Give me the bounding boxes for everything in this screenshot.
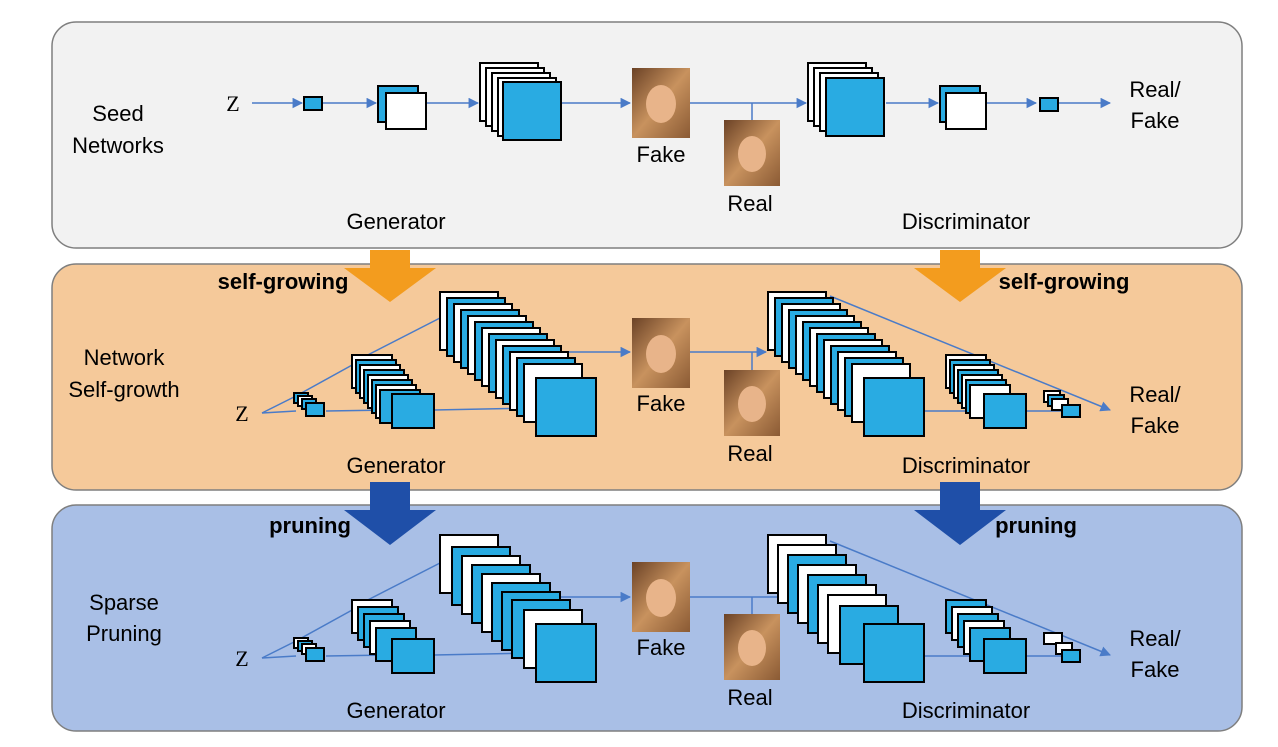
z-input-label: Z [235, 646, 248, 671]
self-growing-label-right: self-growing [999, 269, 1130, 294]
fake-label: Fake [637, 142, 686, 167]
discriminator-layer [945, 599, 1027, 674]
real-label: Real [727, 441, 772, 466]
discriminator-layer [945, 354, 1027, 429]
generator-layer [479, 62, 562, 141]
growth-panel-content: Network Self-growth Z [68, 291, 1182, 478]
down-arrow-icon [914, 482, 1006, 545]
face-image-icon [632, 68, 690, 138]
generator-layer [293, 392, 325, 417]
discriminator-label: Discriminator [902, 698, 1030, 723]
z-input-label: Z [235, 401, 248, 426]
face-image-icon [632, 562, 690, 632]
output-label-line2: Fake [1131, 657, 1180, 682]
panel-title-line2: Self-growth [68, 377, 179, 402]
discriminator-layer [1043, 632, 1081, 663]
face-image-icon [724, 614, 780, 680]
discriminator-label: Discriminator [902, 209, 1030, 234]
panel-title-line2: Pruning [86, 621, 162, 646]
discriminator-layer [939, 85, 987, 130]
face-image-icon [632, 318, 690, 388]
generator-layer [351, 354, 435, 429]
discriminator-layer [1039, 97, 1059, 112]
discriminator-layer [767, 291, 925, 437]
output-label-line1: Real/ [1129, 626, 1181, 651]
panel-title-line1: Network [84, 345, 166, 370]
down-arrow-icon [914, 250, 1006, 302]
panel-title-line2: Networks [72, 133, 164, 158]
output-label-line1: Real/ [1129, 77, 1181, 102]
discriminator-layer [767, 534, 925, 683]
discriminator-label: Discriminator [902, 453, 1030, 478]
generator-layer [377, 85, 427, 130]
real-label: Real [727, 685, 772, 710]
output-label-line1: Real/ [1129, 382, 1181, 407]
face-image-icon [724, 370, 780, 436]
panel-title-line1: Sparse [89, 590, 159, 615]
down-arrow-icon [344, 250, 436, 302]
generator-layer [439, 534, 597, 683]
z-input-label: Z [226, 91, 239, 116]
generator-layer [293, 637, 325, 662]
fake-label: Fake [637, 635, 686, 660]
pruning-label-left: pruning [269, 513, 351, 538]
self-growing-label-left: self-growing [218, 269, 349, 294]
generator-layer [351, 599, 435, 674]
down-arrow-icon [344, 482, 436, 545]
fake-label: Fake [637, 391, 686, 416]
generator-label: Generator [346, 453, 445, 478]
output-label-line2: Fake [1131, 413, 1180, 438]
generator-label: Generator [346, 698, 445, 723]
pruning-label-right: pruning [995, 513, 1077, 538]
real-label: Real [727, 191, 772, 216]
generator-layer [439, 291, 597, 437]
discriminator-layer [1043, 390, 1081, 418]
generator-layer [303, 96, 323, 111]
output-label-line2: Fake [1131, 108, 1180, 133]
discriminator-layer [807, 62, 885, 137]
seed-panel-content: Seed Networks Z Fake [72, 62, 1182, 234]
panel-title-line1: Seed [92, 101, 143, 126]
generator-label: Generator [346, 209, 445, 234]
pruning-panel-content: Sparse Pruning Z [86, 534, 1182, 723]
face-image-icon [724, 120, 780, 186]
